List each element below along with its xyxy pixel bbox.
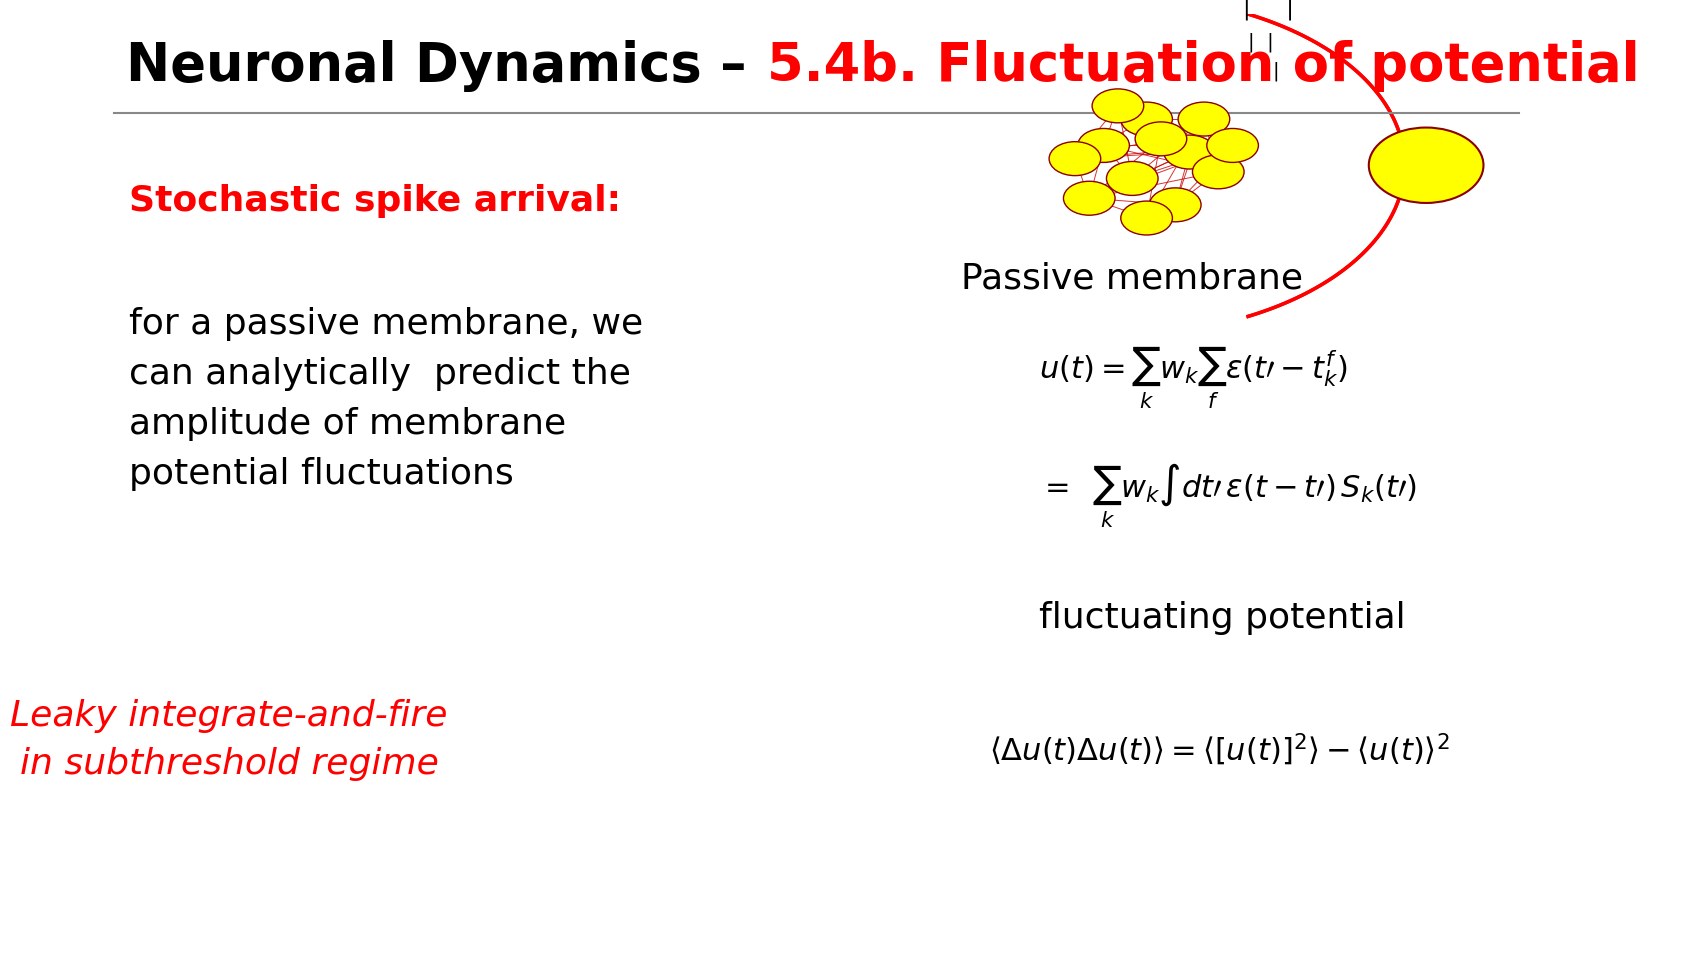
Text: Leaky integrate-and-fire
in subthreshold regime: Leaky integrate-and-fire in subthreshold… <box>10 700 447 781</box>
Text: $\langle \Delta u(t) \Delta u(t) \rangle = \langle [u(t)]^2 \rangle - \langle u(: $\langle \Delta u(t) \Delta u(t) \rangle… <box>988 731 1449 768</box>
Circle shape <box>1206 128 1259 163</box>
Text: 5.4b. Fluctuation of potential: 5.4b. Fluctuation of potential <box>767 40 1640 92</box>
Circle shape <box>1092 89 1143 122</box>
Text: Stochastic spike arrival:: Stochastic spike arrival: <box>129 184 621 218</box>
Circle shape <box>1150 188 1201 222</box>
Circle shape <box>1121 102 1172 136</box>
Circle shape <box>1078 128 1129 163</box>
Circle shape <box>1135 122 1187 156</box>
Text: $= \;\; \sum_{k} w_k \int dt\prime\, \varepsilon(t - t\prime)\, S_k(t\prime)$: $= \;\; \sum_{k} w_k \int dt\prime\, \va… <box>1039 460 1417 529</box>
Circle shape <box>1063 181 1116 215</box>
Text: |     |: | | <box>1243 0 1294 20</box>
Circle shape <box>1369 127 1483 203</box>
Text: |  |: | | <box>1249 33 1274 53</box>
Text: Neuronal Dynamics –: Neuronal Dynamics – <box>126 40 765 92</box>
Circle shape <box>1050 142 1101 176</box>
Text: for a passive membrane, we
can analytically  predict the
amplitude of membrane
p: for a passive membrane, we can analytica… <box>129 306 643 491</box>
Circle shape <box>1121 201 1172 235</box>
Text: Passive membrane: Passive membrane <box>961 261 1303 296</box>
Circle shape <box>1106 162 1158 195</box>
Text: $u(t) = \sum_{k} w_k \sum_{f} \varepsilon(t\prime - t_k^f)$: $u(t) = \sum_{k} w_k \sum_{f} \varepsilo… <box>1039 344 1347 411</box>
Text: fluctuating potential: fluctuating potential <box>1039 601 1405 634</box>
Text: |: | <box>1272 61 1279 80</box>
Circle shape <box>1192 155 1243 189</box>
Circle shape <box>1179 102 1230 136</box>
Circle shape <box>1163 135 1216 169</box>
